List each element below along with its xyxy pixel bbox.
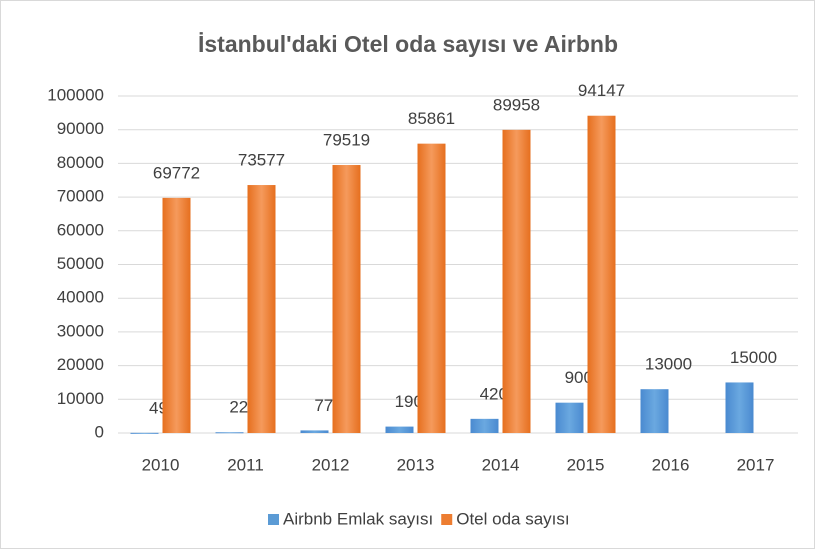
bar <box>417 143 446 433</box>
bar <box>332 165 361 433</box>
x-tick-label: 2015 <box>567 455 605 474</box>
bar <box>385 426 414 433</box>
x-tick-label: 2010 <box>142 455 180 474</box>
x-tick-label: 2013 <box>397 455 435 474</box>
bar <box>640 389 669 433</box>
data-label: 73577 <box>238 151 285 170</box>
bar <box>470 418 499 433</box>
x-tick-label: 2014 <box>482 455 520 474</box>
bar <box>130 432 159 434</box>
bar <box>215 432 244 434</box>
bar <box>247 185 276 433</box>
y-tick-label: 0 <box>95 422 104 441</box>
data-label: 69772 <box>153 163 200 182</box>
y-tick-label: 70000 <box>57 187 104 206</box>
data-label: 94147 <box>578 81 625 100</box>
data-label: 85861 <box>408 109 455 128</box>
y-tick-label: 10000 <box>57 389 104 408</box>
bar <box>162 197 191 433</box>
x-tick-label: 2011 <box>227 455 264 474</box>
legend-swatch <box>268 514 279 525</box>
y-tick-label: 40000 <box>57 288 104 307</box>
y-tick-label: 80000 <box>57 153 104 172</box>
y-tick-label: 60000 <box>57 220 104 239</box>
legend-label: Otel oda sayısı <box>456 509 569 528</box>
data-label: 15000 <box>730 348 777 367</box>
data-label: 89958 <box>493 95 540 114</box>
legend-swatch <box>441 514 453 525</box>
bar <box>725 382 754 433</box>
data-label: 13000 <box>645 355 692 374</box>
bar <box>502 129 531 433</box>
x-tick-label: 2017 <box>737 455 775 474</box>
bar <box>587 115 616 433</box>
y-tick-label: 20000 <box>57 355 104 374</box>
bar <box>555 402 584 433</box>
y-tick-label: 100000 <box>47 85 104 104</box>
y-tick-label: 90000 <box>57 119 104 138</box>
x-tick-label: 2016 <box>652 455 690 474</box>
x-tick-label: 2012 <box>312 455 350 474</box>
chart-title: İstanbul'daki Otel oda sayısı ve Airbnb <box>198 31 618 57</box>
legend-label: Airbnb Emlak sayısı <box>283 509 433 528</box>
bar <box>300 430 329 433</box>
y-tick-label: 30000 <box>57 321 104 340</box>
y-tick-label: 50000 <box>57 254 104 273</box>
data-label: 79519 <box>323 131 370 150</box>
